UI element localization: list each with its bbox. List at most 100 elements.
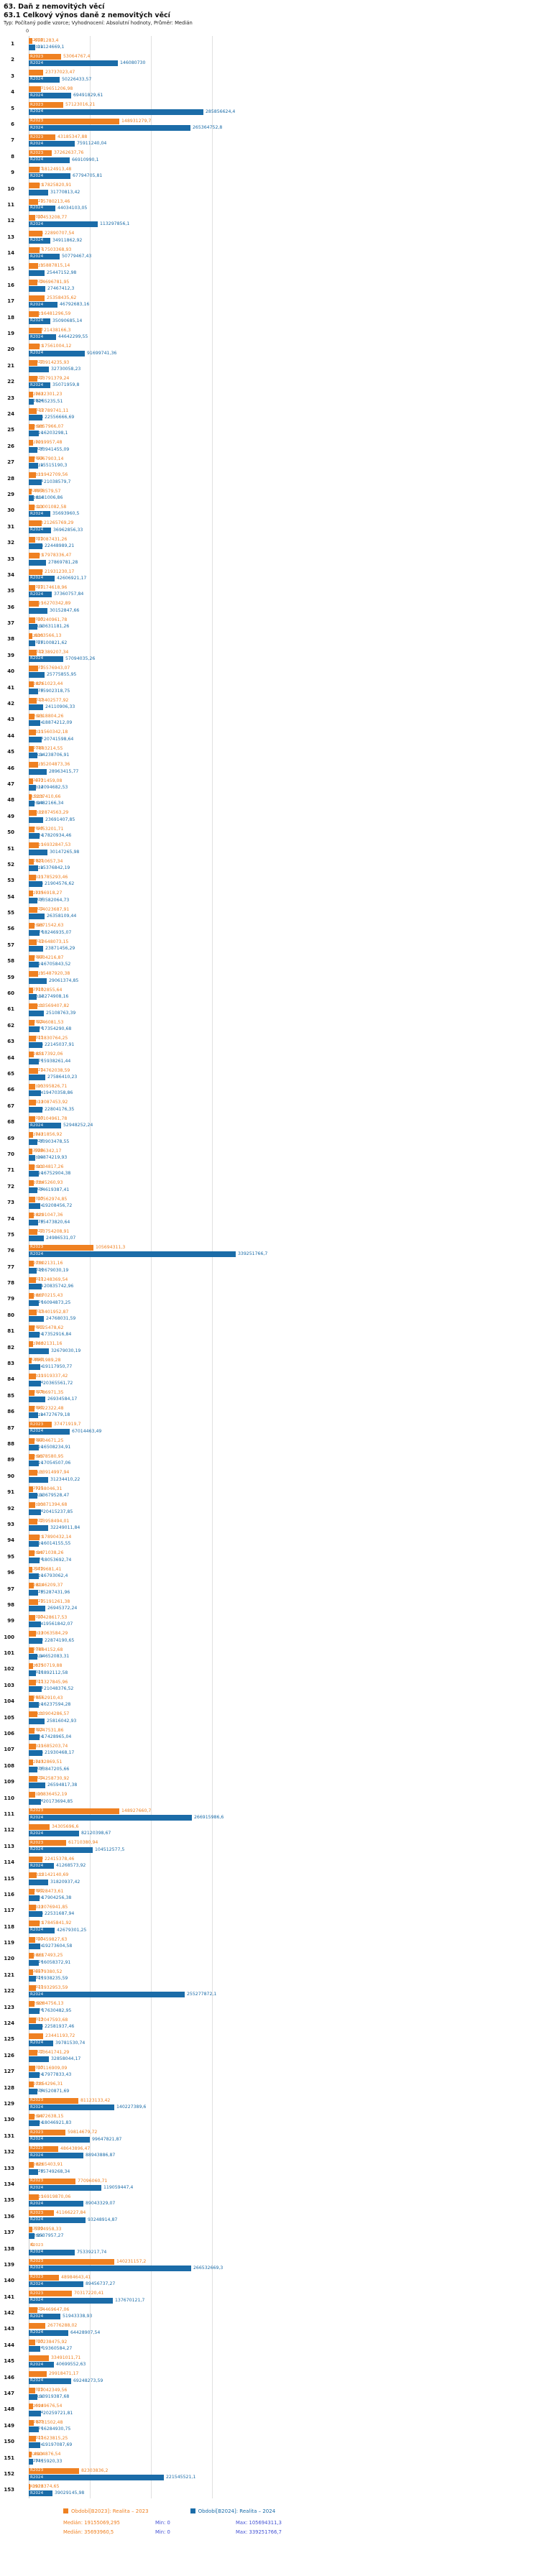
bar-r2024[interactable] [29,318,50,324]
bar-r2024[interactable] [29,2281,83,2288]
bar-r2024[interactable] [29,1445,39,1451]
bar-r2024[interactable] [29,1428,70,1435]
bar-r2024[interactable] [29,1815,192,1821]
bar-r2024[interactable] [29,945,43,952]
bar-r2024[interactable] [29,833,40,840]
bar-r2023[interactable] [29,1003,37,1010]
bar-r2024[interactable] [29,2394,37,2401]
bar-r2024[interactable] [29,221,98,228]
bar-r2023[interactable] [29,1792,35,1798]
bar-r2023[interactable] [29,505,34,511]
bar-r2023[interactable] [29,1566,32,1573]
bar-r2024[interactable] [29,1573,39,1580]
bar-r2023[interactable] [29,649,37,656]
bar-r2024[interactable] [29,1493,37,1499]
bar-r2024[interactable] [29,849,47,855]
bar-r2023[interactable] [29,456,34,462]
bar-r2023[interactable] [29,198,38,205]
bar-r2023[interactable] [29,1840,66,1846]
bar-r2023[interactable] [29,1100,36,1106]
bar-r2024[interactable] [29,881,42,888]
bar-r2024[interactable] [29,929,40,936]
bar-r2024[interactable] [29,60,118,67]
bar-r2024[interactable] [29,2007,40,2014]
bar-r2024[interactable] [29,1042,42,1049]
bar-r2024[interactable] [29,2120,40,2127]
bar-r2023[interactable] [29,1856,42,1862]
bar-r2023[interactable] [29,263,38,270]
bar-r2024[interactable] [29,1026,40,1032]
bar-r2023[interactable] [29,37,32,44]
bar-r2024[interactable] [29,1670,36,1676]
bar-r2023[interactable] [29,2226,32,2232]
bar-r2023[interactable] [29,745,34,752]
bar-r2023[interactable] [29,2001,34,2007]
legend-item-b2023[interactable]: Období[B2023]: Realita – 2023 [63,2508,149,2514]
bar-r2023[interactable] [29,1374,36,1380]
bar-r2024[interactable] [29,270,45,276]
bar-r2024[interactable] [29,1944,40,1950]
bar-r2023[interactable] [29,858,34,865]
bar-r2024[interactable] [29,2104,114,2111]
bar-r2024[interactable] [29,607,47,614]
bar-r2024[interactable] [29,978,47,984]
bar-r2024[interactable] [29,768,47,775]
bar-r2024[interactable] [29,592,52,598]
bar-r2023[interactable] [29,987,33,993]
bar-r2023[interactable] [29,1213,34,1219]
bar-r2023[interactable] [29,231,42,237]
bar-r2024[interactable] [29,1959,39,1966]
bar-r2023[interactable] [29,2178,75,2184]
bar-r2023[interactable] [29,1502,35,1509]
bar-r2023[interactable] [29,1454,34,1460]
bar-r2024[interactable] [29,109,203,115]
bar-r2023[interactable] [29,1405,34,1412]
bar-r2023[interactable] [29,1984,36,1991]
bar-r2024[interactable] [29,1831,79,1837]
bar-r2023[interactable] [29,2274,59,2281]
legend-item-b2024[interactable]: Období[B2024]: Realita – 2024 [190,2508,275,2514]
bar-r2024[interactable] [29,2233,34,2240]
bar-r2024[interactable] [29,2024,42,2030]
bar-r2024[interactable] [29,801,34,807]
bar-r2024[interactable] [29,2168,38,2175]
bar-r2024[interactable] [29,366,49,372]
bar-r2024[interactable] [29,1525,48,1532]
bar-r2024[interactable] [29,254,60,260]
bar-r2023[interactable] [29,424,34,431]
bar-r2023[interactable] [29,392,33,398]
bar-r2023[interactable] [29,633,32,640]
bar-r2024[interactable] [29,559,46,566]
bar-r2024[interactable] [29,1396,45,1402]
bar-r2023[interactable] [29,2017,36,2023]
bar-r2024[interactable] [29,495,34,502]
bar-r2023[interactable] [29,2258,114,2265]
bar-r2023[interactable] [29,778,33,784]
bar-r2024[interactable] [29,688,38,694]
bar-r2024[interactable] [29,2072,40,2079]
bar-r2024[interactable] [29,1798,41,1805]
bar-r2024[interactable] [29,2040,53,2046]
bar-r2023[interactable] [29,1614,35,1621]
bar-r2024[interactable] [29,2265,191,2271]
bar-r2023[interactable] [29,2114,34,2120]
bar-r2023[interactable] [29,2033,43,2040]
bar-r2024[interactable] [29,2410,41,2416]
bar-r2024[interactable] [29,1589,38,1596]
bar-r2024[interactable] [29,431,39,437]
bar-r2023[interactable] [29,1422,52,1428]
bar-r2024[interactable] [29,2314,60,2320]
bar-r2023[interactable] [29,1180,34,1187]
bar-r2023[interactable] [29,569,42,575]
bar-r2024[interactable] [29,672,45,678]
bar-r2024[interactable] [29,1846,93,1853]
bar-r2024[interactable] [29,1702,39,1708]
bar-r2023[interactable] [29,1389,34,1396]
bar-r2024[interactable] [29,897,37,903]
bar-r2024[interactable] [29,640,35,646]
bar-r2023[interactable] [29,214,35,221]
bar-r2023[interactable] [29,2355,49,2361]
bar-r2023[interactable] [29,2371,47,2378]
bar-r2023[interactable] [29,295,45,301]
bar-r2023[interactable] [29,183,40,189]
